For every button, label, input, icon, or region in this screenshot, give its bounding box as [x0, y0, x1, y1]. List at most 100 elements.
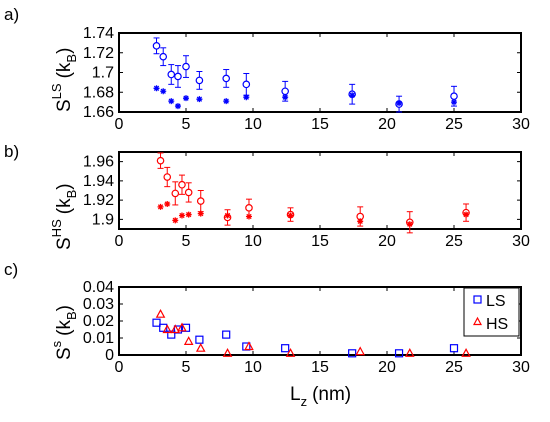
svg-text:SLS(kB): SLS(kB) — [49, 48, 79, 112]
data-point-triangle — [195, 342, 206, 352]
legend-entry-ls: LS — [473, 293, 506, 310]
data-point-asterisk — [174, 103, 181, 110]
x-tick-label: 25 — [445, 359, 463, 376]
data-point-triangle — [222, 348, 233, 357]
data-point-triangle — [177, 322, 187, 332]
panel-b-plot: 0 5 10 15 20 25 30 1.96 1.94 1.92 1.9 — [83, 151, 530, 250]
panel-b: b) SHS(kB) 0 5 10 15 20 25 30 1.96 1.94 1.92 1.9 — [4, 142, 530, 250]
panel-a-label: a) — [4, 5, 19, 24]
x-tick-label: 15 — [311, 233, 329, 250]
legend-hs-marker — [472, 316, 483, 326]
legend-box — [463, 287, 520, 337]
x-tick-label: 25 — [445, 233, 463, 250]
data-point-asterisk — [243, 94, 250, 101]
data-point-triangle — [285, 348, 296, 357]
x-tick-label: 20 — [378, 116, 396, 133]
panel-b-label: b) — [4, 142, 19, 161]
y-tick-label: 0.04 — [83, 279, 114, 296]
data-point-triangle — [355, 346, 366, 356]
x-tick-label: 0 — [115, 116, 124, 133]
data-point-asterisk — [168, 98, 175, 105]
y-tick-label: 0.02 — [83, 313, 114, 330]
legend-ls-marker — [473, 295, 482, 304]
data-point-circle — [196, 197, 205, 205]
x-tick-label: 10 — [244, 116, 262, 133]
data-point-asterisk — [223, 98, 230, 105]
panel-b-ylabel: SHS(kB) — [49, 183, 79, 250]
x-tick-label: 0 — [115, 359, 124, 376]
data-point-asterisk — [463, 211, 470, 218]
data-point-circle — [178, 180, 186, 189]
data-point-circle — [163, 173, 172, 181]
data-point-circle — [242, 80, 251, 89]
x-tick-label: 10 — [244, 359, 262, 376]
data-point-circle — [182, 62, 190, 71]
legend-ls-label: LS — [486, 293, 506, 310]
data-point-asterisk — [157, 203, 164, 210]
data-point-circle — [450, 92, 458, 101]
data-point-circle — [174, 72, 182, 81]
data-point-asterisk — [282, 94, 289, 101]
data-point-triangle — [183, 336, 194, 345]
data-point-circle — [152, 42, 161, 50]
data-point-asterisk — [349, 92, 356, 99]
data-point-triangle — [170, 324, 181, 334]
panel-c-ylabel: Ss(kB) — [49, 305, 79, 360]
data-point-circle — [281, 87, 289, 96]
panel-c-frame — [118, 286, 522, 356]
data-point-square — [152, 318, 161, 327]
data-point-asterisk — [287, 212, 294, 219]
legend-entry-hs: HS — [472, 316, 508, 333]
data-point-square — [222, 330, 231, 339]
svg-text:Ss(kB): Ss(kB) — [49, 305, 79, 360]
panel-b-frame — [118, 151, 522, 230]
panel-a-plot: 0 5 10 15 20 25 30 1.74 1.72 1.7 1.68 1.66 — [83, 25, 530, 133]
data-point-triangle — [244, 341, 254, 351]
data-point-circle — [167, 70, 176, 79]
data-point-asterisk — [196, 96, 203, 103]
panel-c-label: c) — [4, 260, 18, 279]
data-point-asterisk — [183, 95, 189, 102]
data-point-asterisk — [172, 217, 179, 224]
data-point-asterisk — [245, 213, 252, 220]
x-tick-label: 10 — [244, 233, 262, 250]
data-point-square — [167, 330, 176, 339]
data-point-asterisk — [224, 212, 231, 219]
data-point-circle — [245, 204, 253, 212]
data-point-circle — [171, 189, 180, 198]
y-tick-label: 1.96 — [83, 154, 114, 171]
data-point-triangle — [155, 308, 166, 318]
x-tick-label: 25 — [445, 116, 463, 133]
y-tick-label: 1.72 — [83, 45, 114, 62]
x-tick-label: 30 — [512, 233, 530, 250]
y-tick-label: 0.03 — [83, 296, 114, 313]
data-point-asterisk — [197, 210, 204, 217]
y-tick-label: 1.66 — [83, 104, 114, 121]
x-tick-label: 5 — [182, 359, 191, 376]
y-tick-label: 1.94 — [83, 173, 114, 190]
x-axis-label: Lz (nm) — [290, 384, 351, 409]
data-point-square — [195, 335, 204, 344]
x-tick-label: 5 — [182, 116, 191, 133]
data-point-triangle — [162, 324, 173, 334]
x-tick-label: 15 — [311, 116, 329, 133]
data-point-square — [159, 323, 168, 332]
y-tick-label: 0.01 — [83, 330, 114, 347]
y-tick-label: 1.9 — [92, 211, 114, 228]
legend-hs-label: HS — [486, 316, 508, 333]
panel-a: a) SLS(kB) 0 5 10 15 20 25 30 1.74 1.72 1.7 1.68 1.… — [4, 5, 530, 133]
x-tick-label: 30 — [512, 359, 530, 376]
data-point-circle — [222, 74, 231, 83]
svg-text:SHS(kB): SHS(kB) — [49, 183, 79, 250]
data-point-asterisk — [406, 221, 413, 228]
x-tick-label: 15 — [311, 359, 329, 376]
panel-a-ylabel: SLS(kB) — [49, 48, 79, 112]
data-point-circle — [159, 52, 168, 61]
data-point-square — [449, 344, 459, 353]
data-point-asterisk — [357, 218, 364, 225]
x-tick-label: 20 — [378, 359, 396, 376]
data-point-triangle — [461, 348, 471, 357]
data-point-asterisk — [178, 212, 185, 219]
panel-a-frame — [118, 32, 522, 113]
